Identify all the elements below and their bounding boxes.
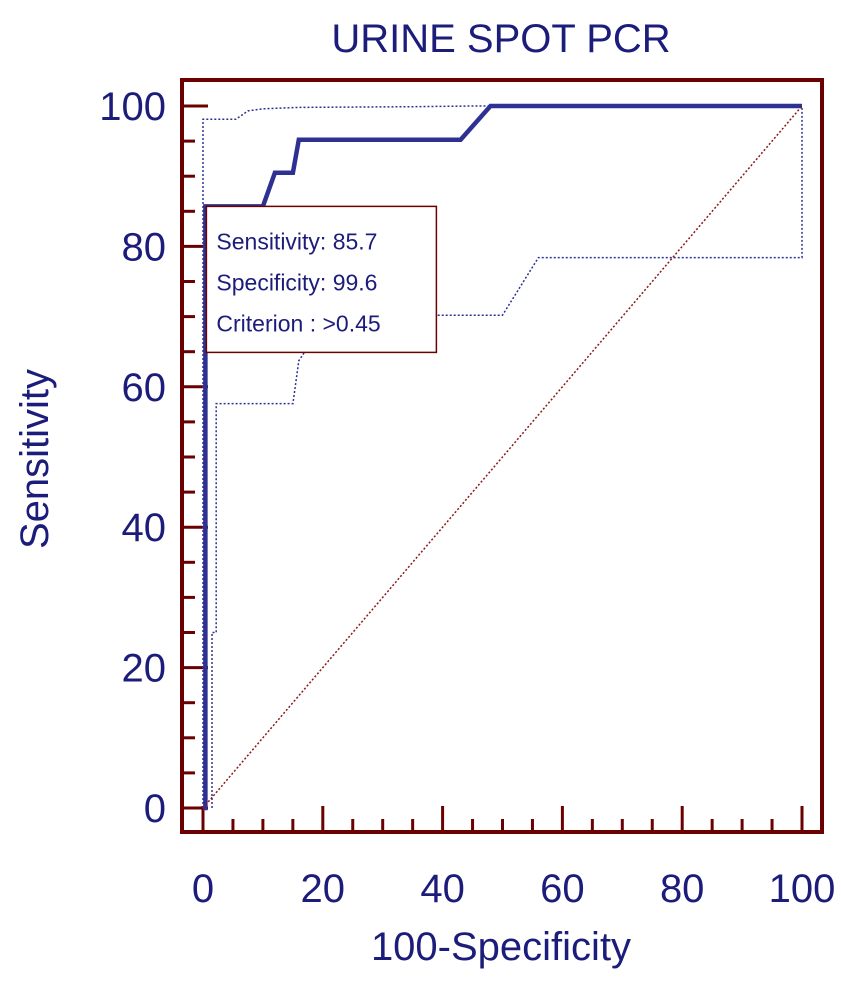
y-tick-label: 80 <box>122 225 167 269</box>
confidence-bound-line <box>211 106 803 808</box>
annotation-line: Sensitivity: 85.7 <box>216 228 377 254</box>
x-tick-label: 100 <box>769 867 836 911</box>
annotation-box <box>205 205 438 354</box>
confidence-bound-line <box>202 105 802 808</box>
y-tick-label: 60 <box>122 366 167 410</box>
x-tick-label: 40 <box>420 867 465 911</box>
y-tick-label: 40 <box>122 506 167 550</box>
chart-title: URINE SPOT PCR <box>331 17 670 61</box>
annotation-line: Criterion : >0.45 <box>216 310 380 336</box>
reference-diagonal-line <box>202 105 803 809</box>
x-tick-label: 60 <box>540 867 585 911</box>
x-tick-label: 20 <box>301 867 346 911</box>
y-tick-label: 100 <box>99 85 166 129</box>
y-axis-title: Sensitivity <box>13 369 57 549</box>
y-tick-label: 20 <box>122 647 167 691</box>
roc-curve <box>203 103 802 811</box>
annotation-line: Specificity: 99.6 <box>216 269 377 295</box>
x-axis-title: 100-Specificity <box>371 925 631 969</box>
x-tick-label: 0 <box>192 867 214 911</box>
y-tick-label: 0 <box>144 787 166 831</box>
x-tick-label: 80 <box>660 867 705 911</box>
